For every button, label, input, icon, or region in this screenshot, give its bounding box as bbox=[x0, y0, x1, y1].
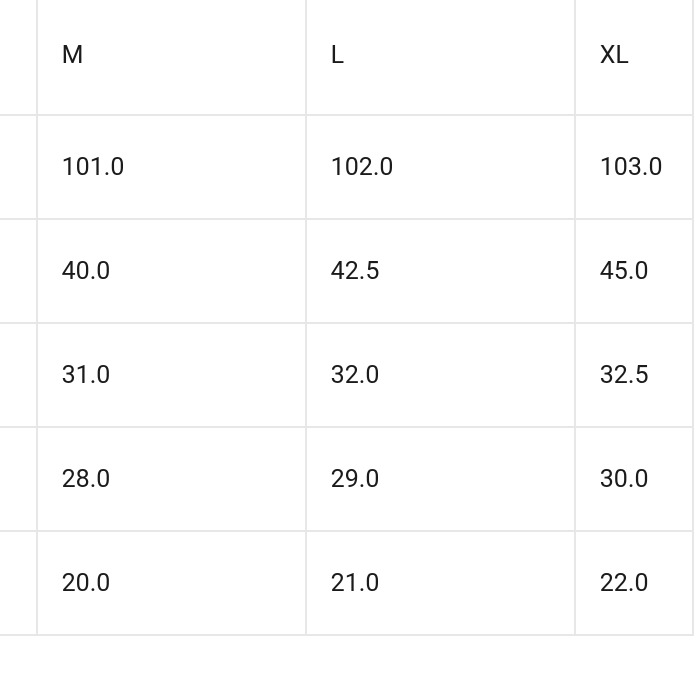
cell: 28.0 bbox=[37, 427, 306, 531]
cell: 31.0 bbox=[37, 323, 306, 427]
table-row: 20.0 21.0 22.0 bbox=[0, 531, 693, 635]
table-row: 31.0 32.0 32.5 bbox=[0, 323, 693, 427]
cell: 32.0 bbox=[306, 323, 575, 427]
cell bbox=[0, 115, 37, 219]
cell: 42.5 bbox=[306, 219, 575, 323]
header-cell-m: M bbox=[37, 0, 306, 115]
table-row: 40.0 42.5 45.0 bbox=[0, 219, 693, 323]
cell: 103.0 bbox=[575, 115, 693, 219]
cell: 20.0 bbox=[37, 531, 306, 635]
table-header-row: M L XL bbox=[0, 0, 693, 115]
cell: 40.0 bbox=[37, 219, 306, 323]
cell: 101.0 bbox=[37, 115, 306, 219]
size-table: M L XL 101.0 102.0 103.0 40.0 42.5 45.0 … bbox=[0, 0, 694, 636]
cell bbox=[0, 323, 37, 427]
table-row: 28.0 29.0 30.0 bbox=[0, 427, 693, 531]
cell bbox=[0, 427, 37, 531]
header-cell-xl: XL bbox=[575, 0, 693, 115]
cell: 29.0 bbox=[306, 427, 575, 531]
header-cell-l: L bbox=[306, 0, 575, 115]
header-cell-stub bbox=[0, 0, 37, 115]
cell: 30.0 bbox=[575, 427, 693, 531]
cell bbox=[0, 531, 37, 635]
cell: 21.0 bbox=[306, 531, 575, 635]
cell bbox=[0, 219, 37, 323]
cell: 45.0 bbox=[575, 219, 693, 323]
cell: 22.0 bbox=[575, 531, 693, 635]
cell: 102.0 bbox=[306, 115, 575, 219]
size-table-container: M L XL 101.0 102.0 103.0 40.0 42.5 45.0 … bbox=[0, 0, 700, 700]
cell: 32.5 bbox=[575, 323, 693, 427]
table-row: 101.0 102.0 103.0 bbox=[0, 115, 693, 219]
